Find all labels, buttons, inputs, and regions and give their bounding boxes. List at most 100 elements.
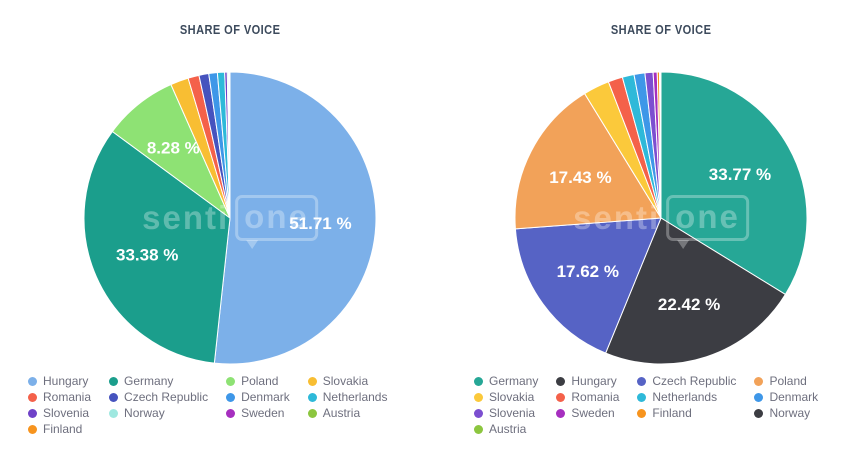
legend-item-netherlands[interactable]: Netherlands: [637, 390, 736, 405]
slice-value-label: 17.62 %: [557, 262, 619, 281]
legend-label: Hungary: [43, 374, 89, 388]
legend-label: Romania: [571, 390, 620, 404]
legend-item-hungary[interactable]: Hungary: [28, 374, 91, 389]
legend-item-finland[interactable]: Finland: [637, 406, 736, 421]
legend-label: Finland: [652, 406, 692, 420]
legend-label: Poland: [769, 374, 807, 388]
legend-item-netherlands[interactable]: Netherlands: [307, 390, 388, 405]
chart-title-text: SHARE OF VOICE: [179, 22, 281, 37]
legend-dot: [474, 409, 483, 418]
legend-label: Czech Republic: [124, 390, 209, 404]
legend-item-poland[interactable]: Poland: [754, 374, 818, 389]
slice-value-label: 17.43 %: [549, 168, 611, 187]
legend-item-germany[interactable]: Germany: [474, 374, 538, 389]
legend-dot: [28, 409, 37, 418]
legend-item-romania[interactable]: Romania: [28, 390, 91, 405]
legend-dot: [307, 409, 317, 418]
legend-dot: [226, 409, 236, 418]
legend-label: Sweden: [241, 406, 285, 420]
legend-dot: [109, 393, 119, 402]
legend-label: Denmark: [769, 390, 819, 404]
legend-dot: [28, 393, 37, 402]
legend-dot: [754, 377, 764, 386]
slice-value-label: 22.42 %: [658, 295, 720, 314]
pie-slice-poland[interactable]: [514, 93, 662, 230]
legend-label: Germany: [124, 374, 174, 388]
legend-item-austria[interactable]: Austria: [307, 406, 388, 421]
legend-label: Poland: [241, 374, 279, 388]
legend-label: Finland: [43, 422, 83, 436]
legend-label: Slovakia: [322, 374, 369, 388]
pie-slice-hungary[interactable]: [605, 217, 786, 365]
slice-value-label: 33.77 %: [709, 165, 771, 184]
legend-label: Denmark: [241, 390, 290, 404]
legend-item-germany[interactable]: Germany: [109, 374, 208, 389]
chart-panel-left: SHARE OF VOICE 51.71 % 33.38 % 8.28 % sent…: [0, 0, 433, 473]
legend-item-austria[interactable]: Austria: [474, 422, 538, 437]
legend-item-slovenia[interactable]: Slovenia: [28, 406, 91, 421]
legend-label: Germany: [489, 374, 539, 388]
legend-item-norway[interactable]: Norway: [109, 406, 208, 421]
chart-title: SHARE OF VOICE: [434, 22, 867, 37]
pie-slice-czech-republic[interactable]: [514, 217, 662, 354]
legend-item-czech-republic[interactable]: Czech Republic: [109, 390, 208, 405]
legend-label: Czech Republic: [652, 374, 737, 388]
legend-label: Slovakia: [489, 390, 535, 404]
legend-item-denmark[interactable]: Denmark: [226, 390, 290, 405]
slice-value-label: 51.71 %: [289, 214, 351, 233]
legend-dot: [556, 393, 566, 402]
chart-legend: Germany Hungary Czech Republic Poland Slovak…: [474, 374, 818, 437]
legend-item-denmark[interactable]: Denmark: [754, 390, 818, 405]
legend-dot: [637, 393, 647, 402]
legend-label: Norway: [769, 406, 811, 420]
legend-label: Romania: [43, 390, 92, 404]
legend-item-norway[interactable]: Norway: [754, 406, 818, 421]
legend-label: Austria: [322, 406, 361, 420]
legend-label: Norway: [124, 406, 165, 420]
legend-dot: [109, 377, 119, 386]
legend-dot: [28, 377, 37, 386]
legend-dot: [226, 377, 236, 386]
legend-item-sweden[interactable]: Sweden: [226, 406, 290, 421]
legend-dot: [109, 409, 119, 418]
legend-dot: [474, 377, 483, 386]
legend-item-slovakia[interactable]: Slovakia: [307, 374, 388, 389]
pie-slice-germany[interactable]: [660, 71, 808, 295]
pie-chart: 51.71 % 33.38 % 8.28 %: [83, 71, 377, 365]
legend-item-sweden[interactable]: Sweden: [556, 406, 619, 421]
legend-dot: [307, 377, 317, 386]
legend-dot: [556, 377, 566, 386]
legend-label: Austria: [489, 422, 527, 436]
chart-title-text: SHARE OF VOICE: [610, 22, 712, 37]
legend-item-poland[interactable]: Poland: [226, 374, 290, 389]
legend-label: Netherlands: [322, 390, 388, 404]
pie-slice-germany[interactable]: [83, 131, 231, 364]
chart-title: SHARE OF VOICE: [0, 22, 460, 37]
legend-dot: [637, 377, 647, 386]
legend-label: Slovenia: [489, 406, 536, 420]
legend-dot: [474, 393, 483, 402]
legend-item-romania[interactable]: Romania: [556, 390, 619, 405]
legend-item-czech-republic[interactable]: Czech Republic: [637, 374, 736, 389]
legend-dot: [307, 393, 317, 402]
legend-dot: [754, 393, 764, 402]
legend-item-finland[interactable]: Finland: [28, 422, 91, 437]
slice-value-label: 8.28 %: [147, 138, 200, 157]
legend-label: Hungary: [571, 374, 617, 388]
legend-label: Netherlands: [652, 390, 718, 404]
legend-dot: [556, 409, 566, 418]
legend-dot: [226, 393, 236, 402]
legend-label: Sweden: [571, 406, 615, 420]
legend-dot: [754, 409, 764, 418]
legend-item-hungary[interactable]: Hungary: [556, 374, 619, 389]
legend-dot: [637, 409, 647, 418]
pie-slice-hungary[interactable]: [213, 71, 377, 365]
pie-chart: 33.77 % 22.42 % 17.62 % 17.43 %: [514, 71, 808, 365]
legend-dot: [474, 425, 483, 434]
chart-panel-right: SHARE OF VOICE 33.77 % 22.42 % 17.62 % 17.4…: [434, 0, 867, 473]
legend-item-slovakia[interactable]: Slovakia: [474, 390, 538, 405]
legend-item-slovenia[interactable]: Slovenia: [474, 406, 538, 421]
legend-label: Slovenia: [43, 406, 90, 420]
slice-value-label: 33.38 %: [116, 246, 178, 265]
